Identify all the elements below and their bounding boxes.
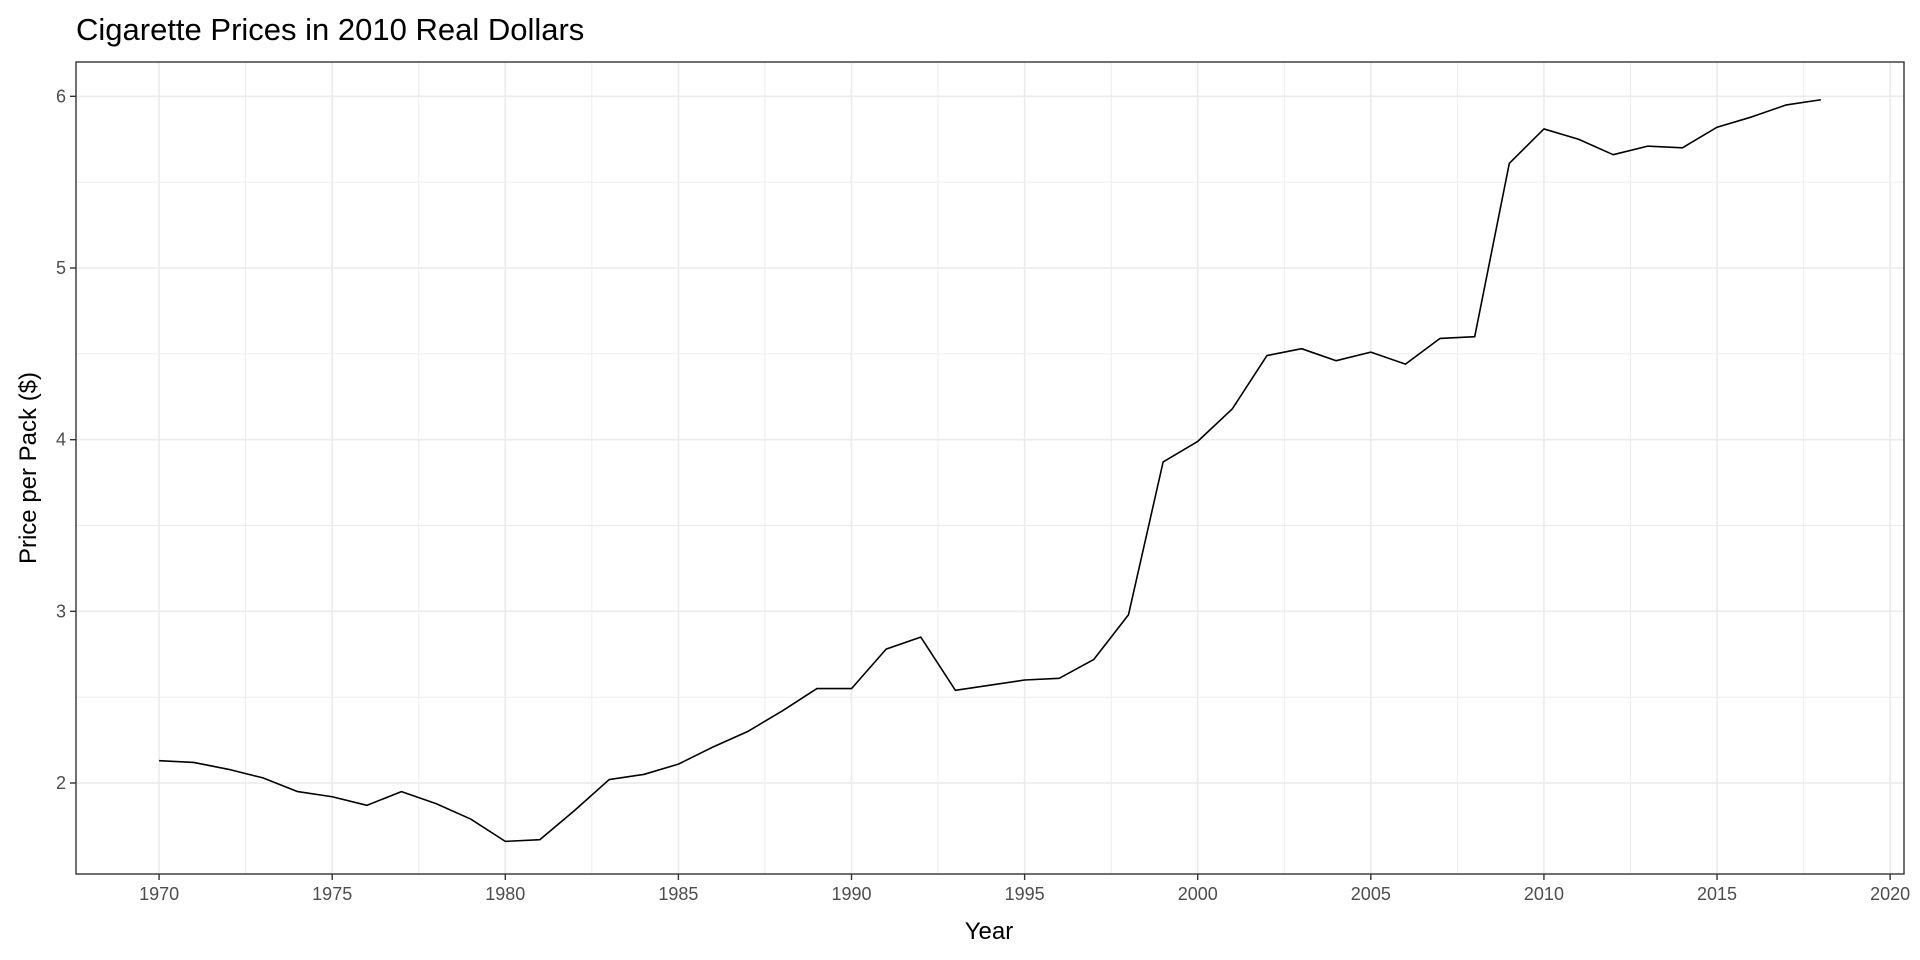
x-tick-label: 1980 (485, 884, 525, 904)
chart-title: Cigarette Prices in 2010 Real Dollars (76, 12, 584, 47)
price-line (159, 98, 1822, 843)
x-axis: 1970 1975 1980 1985 1990 1995 2000 2005 2010 2015… (139, 874, 1910, 904)
x-tick-label: 2005 (1351, 884, 1391, 904)
series-layer (159, 98, 1822, 843)
x-axis-title: Year (965, 918, 1014, 945)
major-gridlines (76, 62, 1904, 874)
y-tick-label: 5 (56, 258, 66, 278)
y-axis-title: Price per Pack ($) (15, 372, 42, 564)
x-tick-label: 1985 (658, 884, 698, 904)
y-axis: 2 3 4 5 6 (56, 86, 76, 793)
x-tick-label: 2010 (1524, 884, 1564, 904)
x-tick-label: 1995 (1005, 884, 1045, 904)
y-tick-label: 4 (56, 430, 66, 450)
x-tick-label: 2015 (1697, 884, 1737, 904)
x-tick-label: 1975 (312, 884, 352, 904)
minor-gridlines (76, 62, 1904, 874)
y-tick-label: 3 (56, 601, 66, 621)
x-tick-label: 2000 (1178, 884, 1218, 904)
y-tick-label: 6 (56, 86, 66, 106)
panel-border (75, 61, 1905, 875)
y-tick-label: 2 (56, 773, 66, 793)
x-tick-label: 1970 (139, 884, 179, 904)
x-tick-label: 1990 (831, 884, 871, 904)
x-tick-label: 2020 (1870, 884, 1910, 904)
